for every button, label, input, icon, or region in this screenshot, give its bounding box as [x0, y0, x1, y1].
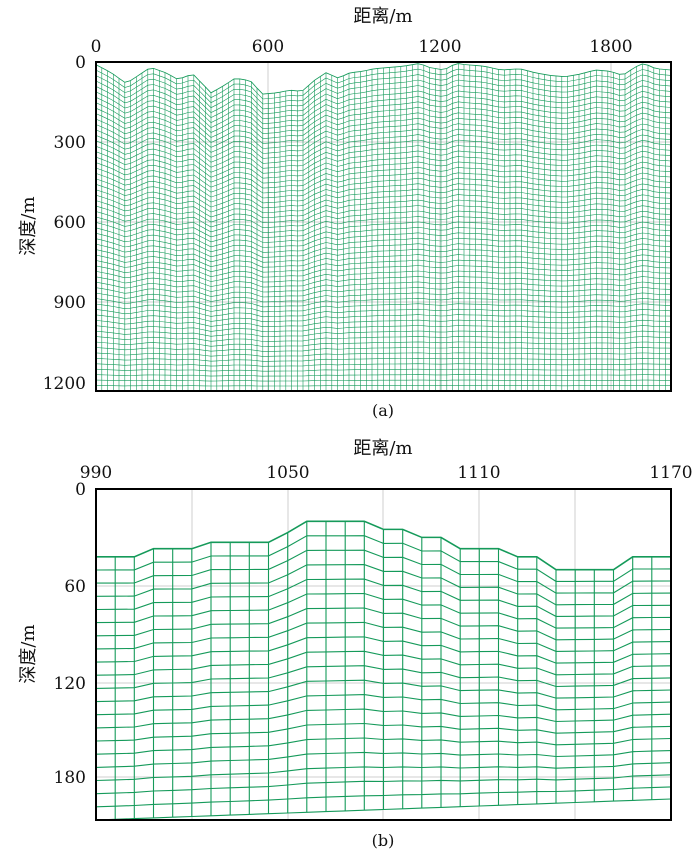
panel-a-y-axis-title: 深度/m	[18, 196, 39, 255]
panel-b-frame	[95, 488, 672, 821]
panel-b-y-tick-label: 120	[54, 674, 86, 694]
panel-b-y-axis-title: 深度/m	[18, 624, 39, 683]
panel-b: 距离/m 990 1050 1110 1170 0 60 120 180 深度/…	[18, 438, 693, 850]
panel-b-caption: (b)	[372, 831, 395, 850]
panel-b-x-axis-title: 距离/m	[353, 438, 412, 459]
panel-a-mesh	[95, 63, 672, 392]
panel-a-x-tick-label: 1800	[589, 37, 632, 57]
panel-a-x-tick-label: 1200	[418, 37, 461, 57]
panel-a: 距离/m 0 600 1200 1800 0 300 600 900 1200 …	[18, 6, 672, 420]
panel-a-y-tick-label: 300	[54, 133, 86, 153]
panel-b-y-tick-label: 0	[75, 480, 86, 500]
panel-b-mesh	[95, 520, 672, 821]
panel-b-x-tick-label: 1110	[457, 463, 500, 483]
panel-a-y-tick-label: 1200	[43, 374, 86, 394]
panel-b-x-tick-label: 1170	[649, 463, 692, 483]
panel-a-caption: (a)	[372, 401, 394, 420]
panel-b-y-tick-label: 180	[54, 768, 86, 788]
panel-a-x-axis-title: 距离/m	[353, 6, 412, 27]
panel-b-y-tick-label: 60	[64, 577, 86, 597]
panel-a-x-tick-label: 600	[252, 37, 284, 57]
panel-b-x-tick-label: 1050	[266, 463, 309, 483]
panel-a-frame	[95, 61, 672, 392]
panel-a-y-tick-label: 0	[75, 53, 86, 73]
panel-a-y-tick-label: 600	[54, 213, 86, 233]
panel-a-x-tick-label: 0	[91, 37, 102, 57]
panel-a-y-tick-label: 900	[54, 293, 86, 313]
panel-b-x-tick-label: 990	[80, 463, 112, 483]
